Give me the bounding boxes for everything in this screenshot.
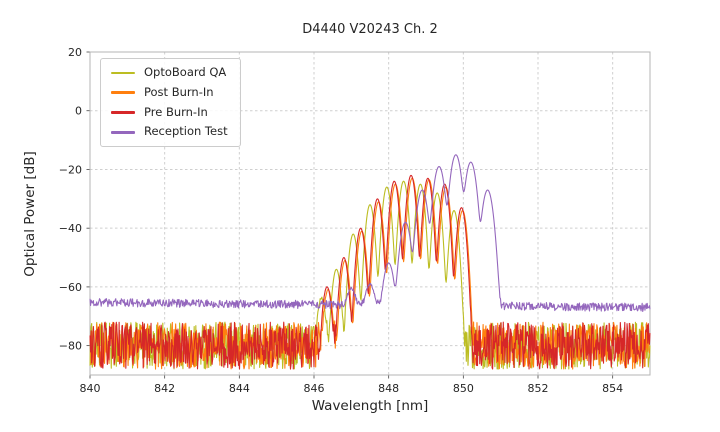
y-tick-label: −40 [59, 222, 82, 235]
legend-swatch [111, 111, 135, 114]
plot-frame [89, 51, 651, 376]
legend-swatch [111, 131, 135, 134]
x-tick-label: 850 [453, 382, 474, 395]
legend-label: Reception Test [144, 124, 228, 139]
legend-label: Pre Burn-In [144, 104, 208, 119]
legend-entry: Reception Test [111, 125, 228, 139]
x-tick-label: 840 [80, 382, 101, 395]
legend-entry: OptoBoard QA [111, 65, 228, 80]
legend-swatch [111, 71, 135, 75]
y-tick-label: 0 [75, 105, 82, 118]
series-line-pre-burn-in [89, 174, 651, 370]
x-tick-label: 846 [304, 382, 325, 395]
chart-title: D4440 V20243 Ch. 2 [302, 22, 438, 37]
legend-label: Post Burn-In [144, 84, 214, 99]
y-tick-label: −60 [59, 281, 82, 294]
x-tick-label: 848 [378, 382, 399, 395]
y-tick-label: −20 [59, 163, 82, 176]
legend-label: OptoBoard QA [144, 65, 227, 79]
x-tick-label: 852 [528, 382, 549, 395]
y-tick-label: 20 [68, 46, 82, 59]
x-tick-label: 842 [154, 382, 175, 395]
legend-entry: Pre Burn-In [111, 104, 228, 120]
y-tick-label: −80 [59, 340, 82, 353]
legend-entry: Post Burn-In [111, 84, 228, 100]
legend-swatch [111, 91, 135, 94]
x-axis-label: Wavelength [nm] [311, 398, 429, 414]
x-tick-label: 844 [229, 382, 250, 395]
series-line-post-burn-in [89, 177, 651, 370]
series-line-reception-test [89, 154, 651, 313]
legend: OptoBoard QA Post Burn-In Pre Burn-In Recep… [100, 58, 241, 148]
x-tick-label: 854 [602, 382, 623, 395]
